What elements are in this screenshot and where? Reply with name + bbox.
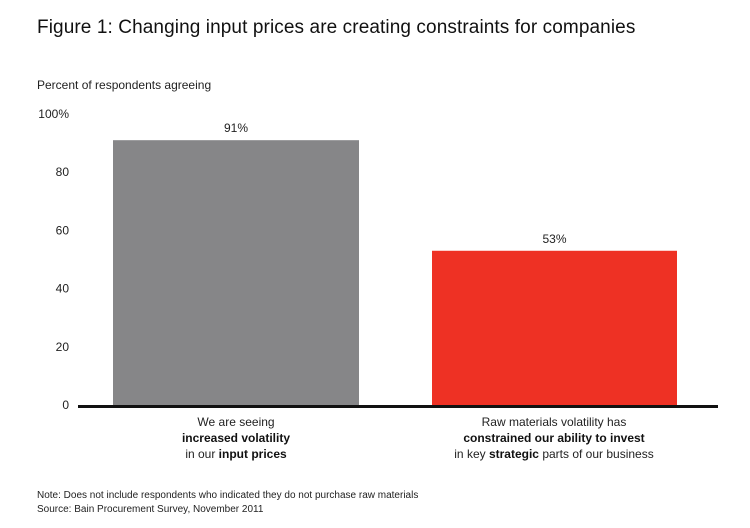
y-tick-label-20: 20 [56, 340, 70, 354]
category-label-2-line3-bold: strategic [488, 447, 539, 461]
category-label-2-line1: Raw materials volatility has [481, 415, 627, 429]
category-label-2-line2: constrained our ability to invest [463, 431, 645, 445]
y-tick-label-60: 60 [56, 223, 70, 237]
y-axis-title: Percent of respondents agreeing [37, 78, 212, 92]
bar-value-label-2: 53% [542, 232, 566, 246]
category-label-2: Raw materials volatility has constrained… [415, 414, 693, 462]
category-label-1-line3-pre: in our [185, 447, 219, 461]
y-tick-label-40: 40 [56, 282, 70, 296]
bar-1 [113, 140, 359, 405]
category-label-2-line3-pre: in key [454, 447, 489, 461]
category-label-2-line3-post: parts of our business [538, 447, 654, 461]
bar-value-label-1: 91% [224, 121, 248, 135]
chart-source: Source: Bain Procurement Survey, Novembe… [37, 504, 264, 515]
category-label-1-line3-bold: input prices [218, 447, 287, 461]
category-label-1-line1: We are seeing [197, 415, 275, 429]
y-tick-label-0: 0 [62, 398, 69, 412]
category-label-1-line2: increased volatility [181, 431, 291, 445]
chart-note: Note: Does not include respondents who i… [37, 490, 419, 501]
chart-title: Figure 1: Changing input prices are crea… [37, 17, 636, 38]
y-tick-label-80: 80 [56, 165, 70, 179]
category-label-1: We are seeing increased volatility in ou… [104, 414, 368, 462]
bar-2 [432, 250, 677, 405]
y-tick-label-100: 100% [38, 107, 69, 121]
